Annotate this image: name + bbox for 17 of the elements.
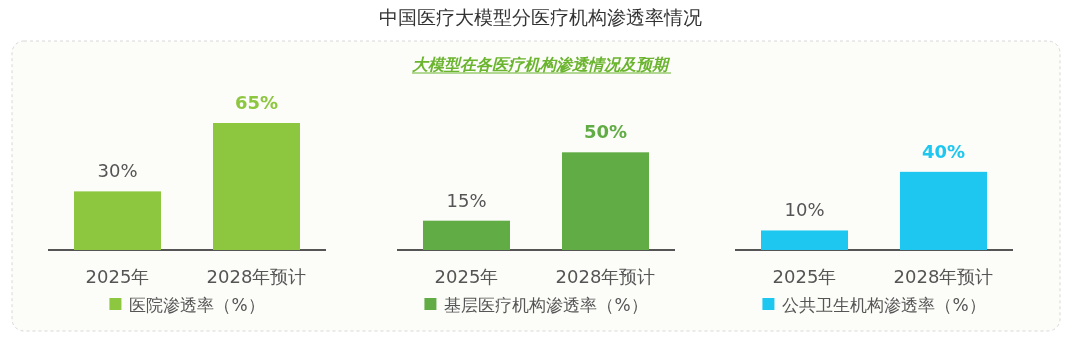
x-tick-label: 2028年预计 — [555, 266, 656, 287]
x-tick-label: 2028年预计 — [893, 266, 994, 287]
data-label: 50% — [583, 121, 628, 143]
data-label: 40% — [921, 140, 966, 162]
x-tick-label: 2025年 — [772, 266, 837, 287]
x-tick-label: 2025年 — [85, 266, 150, 287]
chart-subtitle: 大模型在各医疗机构渗透情况及预期 — [412, 55, 671, 74]
x-tick-label: 2025年 — [434, 266, 499, 287]
data-label: 15% — [446, 189, 487, 211]
legend-label: 公共卫生机构渗透率（%） — [782, 295, 986, 315]
x-tick-label: 2028年预计 — [206, 266, 307, 287]
data-label: 65% — [234, 92, 279, 113]
chart-title: 中国医疗大模型分医疗机构渗透率情况 — [378, 6, 702, 28]
data-label: 10% — [784, 199, 825, 221]
legend-label: 医院渗透率（%） — [129, 295, 265, 315]
data-label: 30% — [97, 160, 138, 182]
legend-label: 基层医疗机构渗透率（%） — [444, 295, 648, 315]
